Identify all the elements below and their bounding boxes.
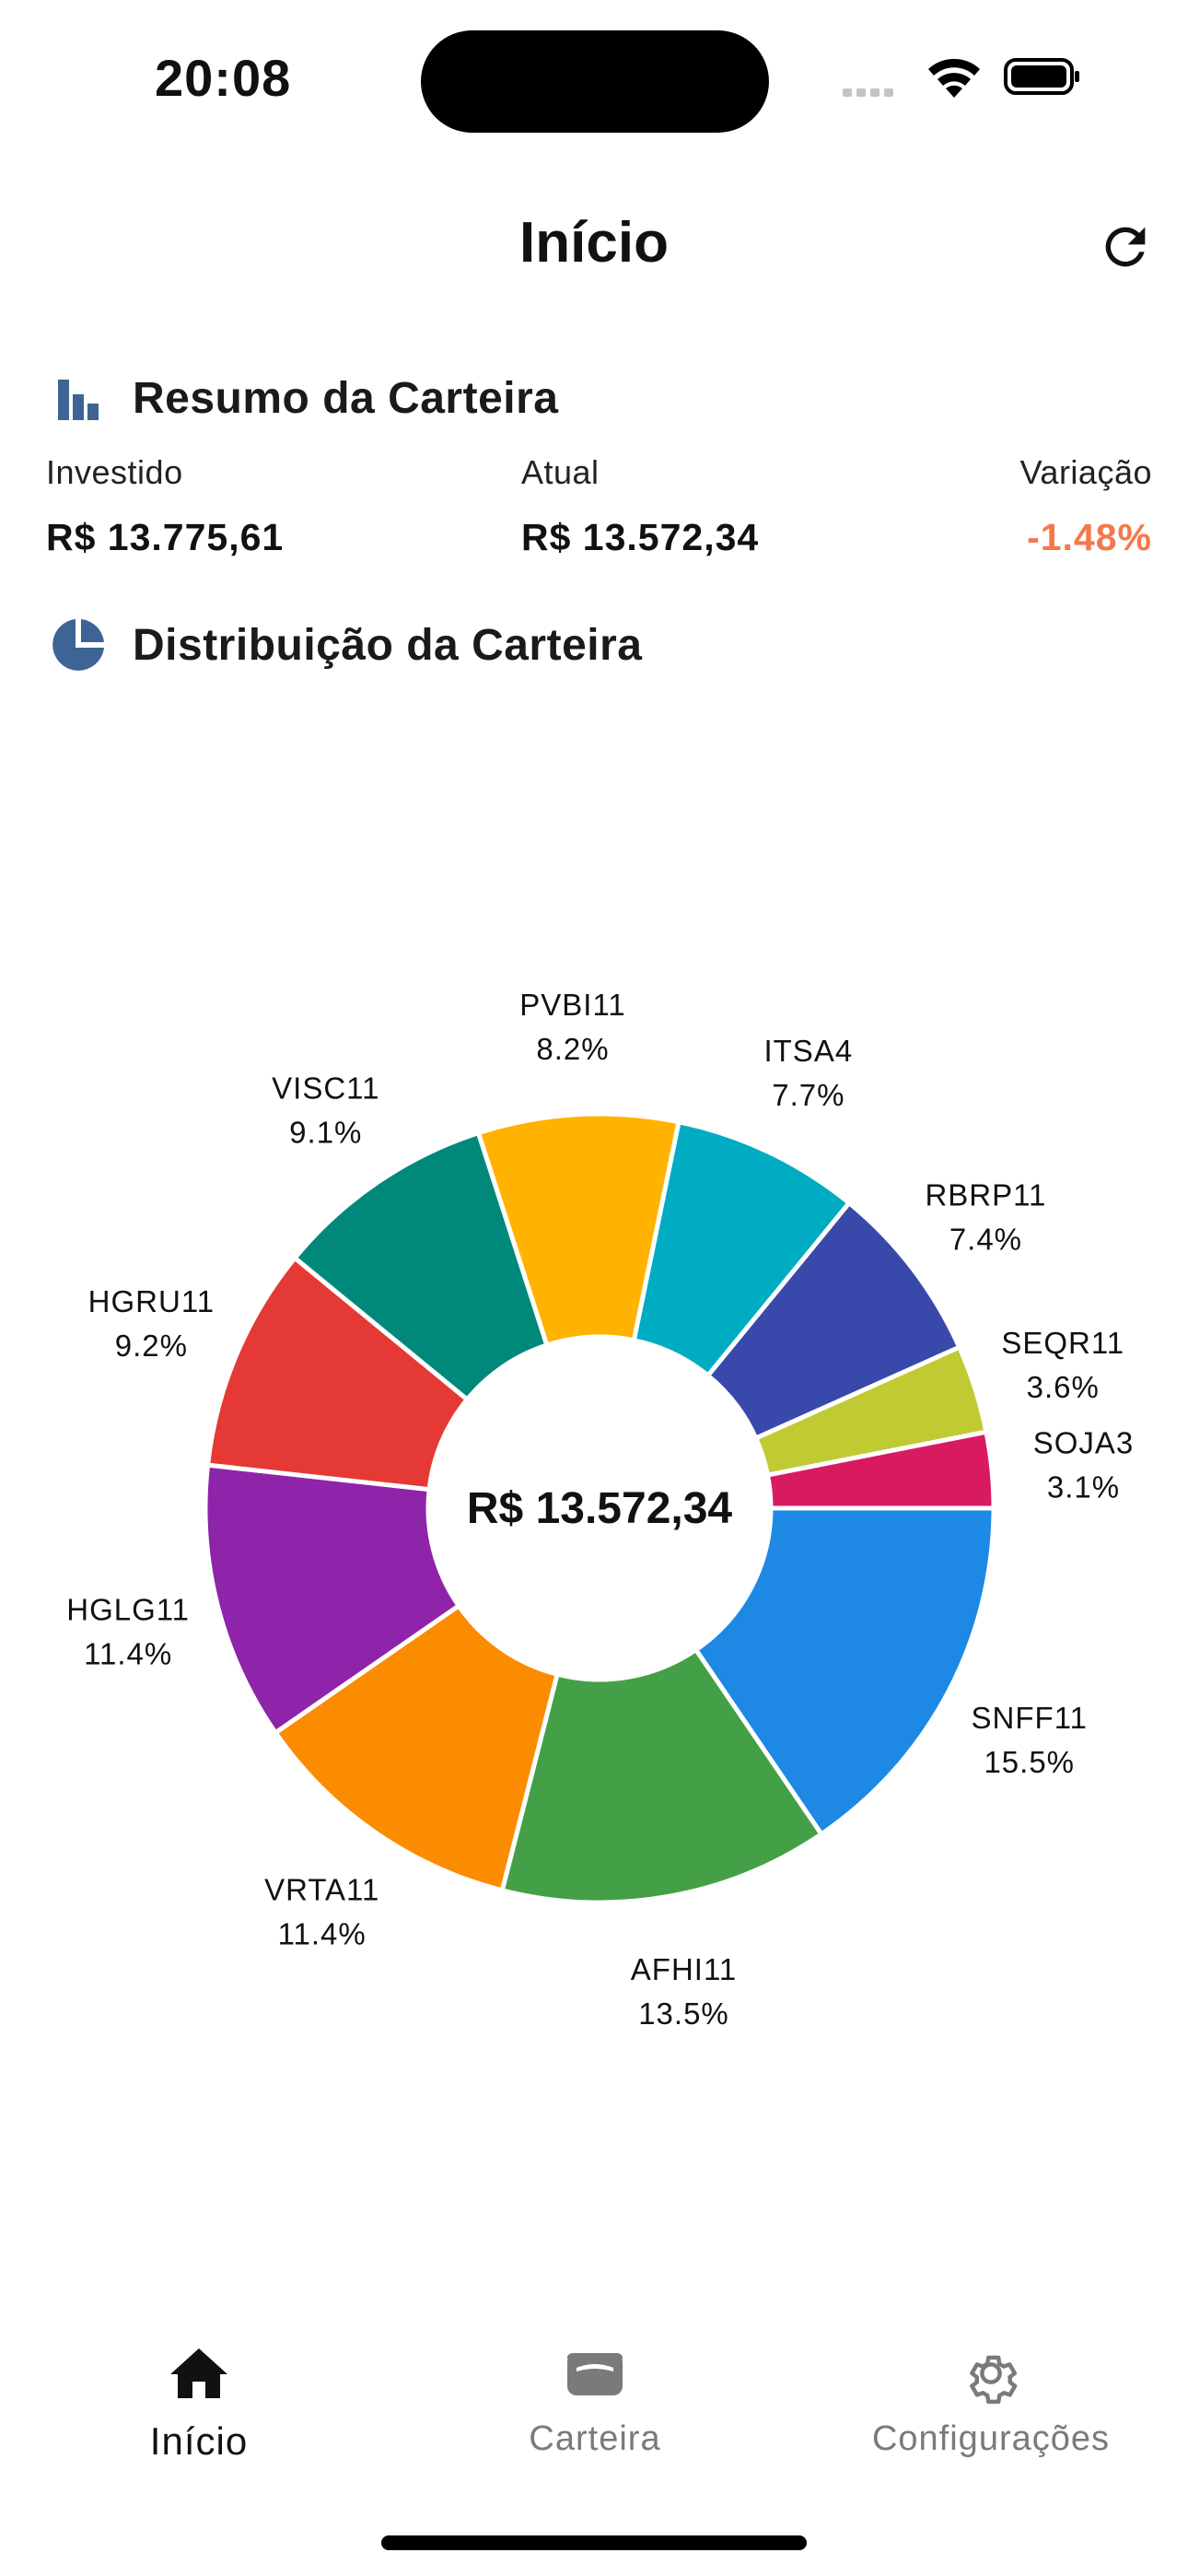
invested-label: Investido bbox=[46, 453, 284, 492]
home-indicator bbox=[381, 2535, 807, 2550]
slice-label-name: PVBI11 bbox=[519, 988, 625, 1022]
tab-carteira[interactable]: Carteira bbox=[411, 2340, 779, 2459]
slice-label-percent: 7.4% bbox=[949, 1222, 1022, 1256]
navigation-bar: Início bbox=[0, 184, 1188, 304]
status-time: 20:08 bbox=[155, 48, 291, 108]
invested-value: R$ 13.775,61 bbox=[46, 516, 284, 559]
donut-svg: SNFF11 15.5% AFHI11 13.5% VRTA11 11.4% HGLG11 1… bbox=[0, 967, 1188, 2073]
home-icon bbox=[15, 2340, 383, 2406]
slice-label-name: RBRP11 bbox=[925, 1177, 1046, 1212]
current-block: Atual R$ 13.572,34 bbox=[521, 453, 759, 559]
slice-label-name: VISC11 bbox=[272, 1071, 379, 1106]
tab-label: Configurações bbox=[807, 2419, 1175, 2459]
current-value: R$ 13.572,34 bbox=[521, 516, 759, 559]
slice-label-name: ITSA4 bbox=[763, 1034, 853, 1068]
slice-label-name: SOJA3 bbox=[1033, 1426, 1135, 1460]
slice-label-percent: 9.2% bbox=[115, 1329, 188, 1363]
battery-icon bbox=[1006, 60, 1079, 93]
tab-label: Carteira bbox=[411, 2419, 779, 2459]
slice-label-percent: 11.4% bbox=[84, 1637, 172, 1671]
slice-label-name: VRTA11 bbox=[264, 1873, 379, 1907]
slice-label-percent: 7.7% bbox=[772, 1078, 844, 1112]
slice-label-name: SEQR11 bbox=[1001, 1326, 1124, 1360]
slice-label-percent: 8.2% bbox=[536, 1032, 609, 1066]
status-icons bbox=[843, 53, 1082, 100]
variation-label: Variação bbox=[1020, 453, 1152, 492]
tab-inicio[interactable]: Início bbox=[15, 2340, 383, 2464]
slice-label-name: SNFF11 bbox=[972, 1701, 1088, 1735]
slice-label-name: HGRU11 bbox=[88, 1284, 215, 1318]
gear-icon bbox=[807, 2340, 1175, 2406]
invested-block: Investido R$ 13.775,61 bbox=[46, 453, 284, 559]
refresh-icon bbox=[1096, 217, 1155, 276]
tab-label: Início bbox=[15, 2419, 383, 2464]
donut-center-total: R$ 13.572,34 bbox=[467, 1484, 733, 1533]
variation-value: -1.48% bbox=[1020, 516, 1152, 559]
distribution-title: Distribuição da Carteira bbox=[133, 620, 643, 671]
dynamic-island bbox=[421, 30, 769, 133]
slice-label-percent: 15.5% bbox=[984, 1745, 1075, 1779]
wifi-icon bbox=[928, 59, 980, 98]
bar-chart-icon bbox=[46, 366, 111, 430]
slice-label-name: HGLG11 bbox=[66, 1593, 190, 1627]
summary-header: Resumo da Carteira bbox=[46, 361, 559, 435]
bottom-tab-bar: Início Carteira Configurações bbox=[0, 2313, 1188, 2497]
tab-configuracoes[interactable]: Configurações bbox=[807, 2340, 1175, 2459]
slice-label-percent: 9.1% bbox=[289, 1116, 362, 1150]
slice-label-percent: 3.6% bbox=[1027, 1370, 1100, 1404]
slice-label-percent: 13.5% bbox=[638, 1996, 729, 2031]
wallet-icon bbox=[411, 2340, 779, 2406]
portfolio-donut-chart: SNFF11 15.5% AFHI11 13.5% VRTA11 11.4% HGLG11 1… bbox=[0, 967, 1188, 2073]
refresh-button[interactable] bbox=[1089, 210, 1162, 284]
slice-label-percent: 3.1% bbox=[1047, 1470, 1120, 1505]
pie-chart-icon bbox=[46, 613, 111, 677]
variation-block: Variação -1.48% bbox=[1020, 453, 1152, 559]
distribution-header: Distribuição da Carteira bbox=[46, 608, 643, 682]
page-title: Início bbox=[0, 210, 1188, 275]
summary-title: Resumo da Carteira bbox=[133, 373, 559, 424]
current-label: Atual bbox=[521, 453, 759, 492]
signal-icon bbox=[843, 88, 893, 97]
status-bar: 20:08 bbox=[0, 0, 1188, 147]
slice-label-name: AFHI11 bbox=[631, 1952, 737, 1986]
slice-label-percent: 11.4% bbox=[278, 1917, 367, 1951]
